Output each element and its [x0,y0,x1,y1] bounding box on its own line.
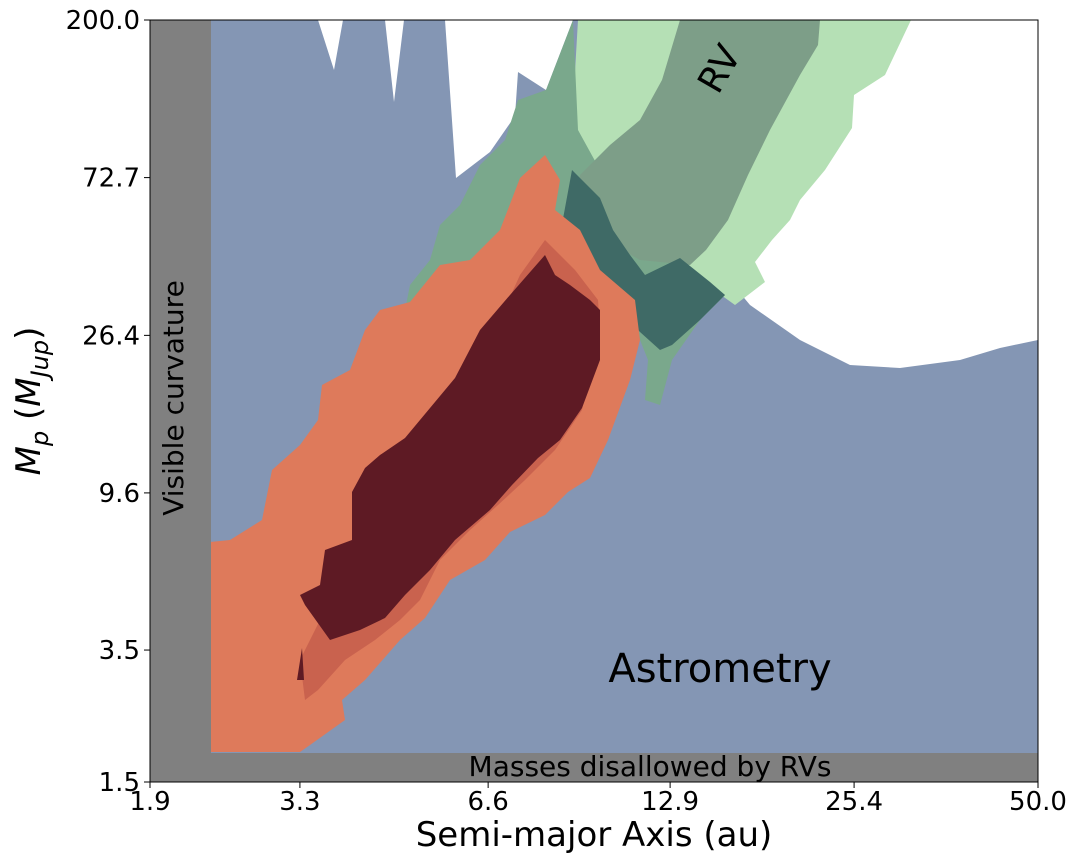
y-tick-label-0: 1.5 [99,768,140,798]
x-tick-label-5: 50.0 [1009,787,1067,817]
y-tick-label-5: 200.0 [66,6,140,36]
x-axis-ticks: 1.9 3.3 6.6 12.9 25.4 50.0 [129,782,1067,817]
joint-inner-region [300,255,600,640]
x-tick-label-4: 25.4 [825,787,883,817]
y-axis-label: Mp (MJup) [9,327,54,476]
x-axis-label: Semi-major Axis (au) [416,815,773,855]
masses-disallowed-excluded-band [150,753,1038,782]
x-tick-label-1: 3.3 [279,787,320,817]
x-tick-label-3: 12.9 [641,787,699,817]
astrometry-annotation: Astrometry [608,646,831,692]
visible-curvature-excluded-band [150,20,211,782]
y-axis-ticks: 1.5 3.5 9.6 26.4 72.7 200.0 [66,6,150,798]
overlap-dark-region [560,170,725,350]
joint-island-region [297,648,304,680]
y-tick-label-1: 3.5 [99,636,140,666]
x-tick-label-2: 6.6 [467,787,508,817]
plot-area [150,20,1038,782]
y-tick-label-4: 72.7 [82,164,140,194]
visible-curvature-annotation: Visible curvature [157,280,190,516]
x-tick-label-0: 1.9 [129,787,170,817]
rv-inner-region [575,20,820,265]
masses-disallowed-annotation: Masses disallowed by RVs [469,750,832,783]
y-tick-label-2: 9.6 [99,479,140,509]
plot-frame [149,19,1039,783]
y-tick-label-3: 26.4 [82,321,140,351]
